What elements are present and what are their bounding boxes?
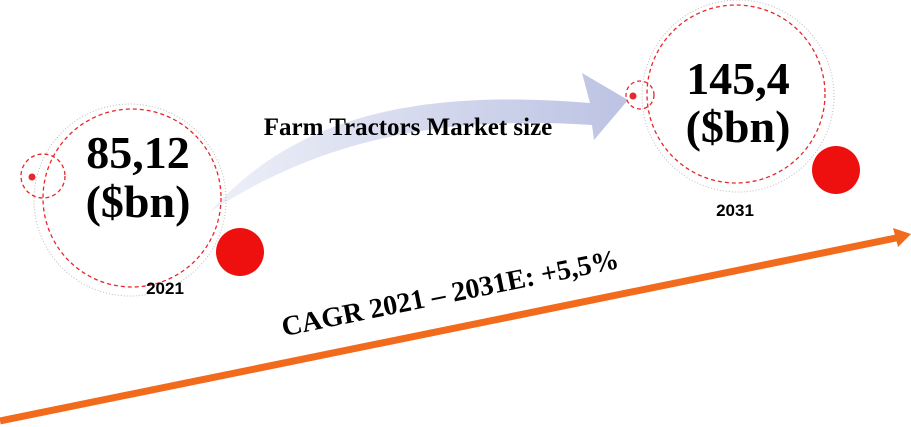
growth-arrowhead: [893, 228, 911, 247]
dot: [629, 92, 637, 100]
outer-ring: [641, 0, 835, 193]
growth-line: [0, 234, 897, 425]
start-value: 85,12: [86, 127, 190, 178]
end-value: 145,4: [686, 53, 790, 104]
small-ring: [625, 80, 655, 110]
outer-ring: [33, 103, 227, 297]
small-ring: [20, 153, 66, 199]
inner-ring: [42, 108, 222, 288]
curved-arrow: [210, 73, 628, 212]
red-ball: [216, 228, 264, 276]
inner-ring: [646, 4, 826, 184]
title: Farm Tractors Market size: [263, 114, 553, 141]
end-unit: ($bn): [686, 101, 791, 152]
start-year: 2021: [146, 279, 184, 298]
end-year: 2031: [716, 201, 754, 220]
start-unit: ($bn): [86, 176, 191, 227]
red-ball: [812, 146, 860, 194]
dot: [28, 173, 36, 181]
